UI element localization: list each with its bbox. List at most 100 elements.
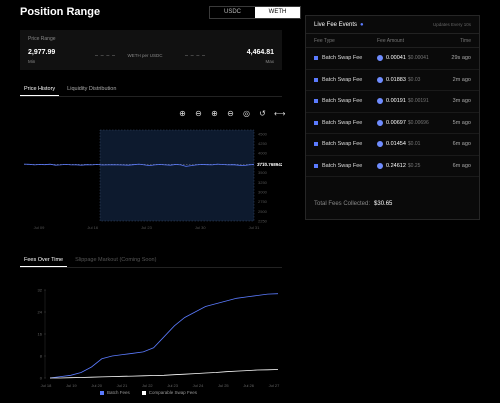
fee-usd: $0.00191 — [407, 98, 429, 105]
y-tick-label: 4500 — [258, 131, 268, 136]
x-tick-label: Jul 22 — [142, 383, 153, 388]
legend-batch-fees: Batch Fees — [100, 390, 130, 395]
fee-type-marker — [314, 120, 318, 125]
fees-tabs: Fees Over Time Slippage Markout (Coming … — [20, 254, 282, 268]
price-range-label: Price Range — [28, 36, 56, 42]
token-coin-icon — [377, 119, 383, 126]
max-label: Max — [265, 59, 274, 64]
fit-icon[interactable]: ⟷ — [274, 109, 286, 118]
fee-row: Batch Swap Fee 0.00697 $0.00696 5m ago — [306, 113, 479, 134]
page-title: Position Range — [20, 6, 101, 18]
x-tick-label: Jul 25 — [218, 383, 229, 388]
y-tick-label: 32 — [38, 288, 43, 293]
x-tick-label: Jul 18 — [41, 383, 52, 388]
price-history-chart[interactable]: 4500 4250 4000 3750 3500 3250 3000 2750 2500 2250… — [20, 126, 282, 231]
x-tick-label: Jul 23 — [167, 383, 178, 388]
total-fees-label: Total Fees Collected: — [314, 201, 371, 207]
col-time: Time — [460, 37, 471, 44]
live-fee-header: Live Fee Events ● Updates Every 10s — [306, 16, 479, 34]
fee-row: Batch Swap Fee 0.24612 $0.25 6m ago — [306, 156, 479, 177]
fee-type-cell: Batch Swap Fee — [314, 163, 377, 169]
y-tick-label: 3250 — [258, 180, 268, 185]
zoom-in-alt-icon[interactable]: ⊕ — [211, 109, 218, 118]
fee-row: Batch Swap Fee 0.00191 $0.00191 3m ago — [306, 91, 479, 113]
x-tick-label: Jul 26 — [243, 383, 254, 388]
update-status: Updates Every 10s — [432, 22, 471, 27]
chart-tabs: Price History Liquidity Distribution — [20, 83, 282, 97]
fee-time: 29s ago — [451, 55, 471, 62]
y-tick-label: 24 — [38, 310, 43, 315]
fee-amount-cell: 0.01454 $0.01 — [377, 141, 449, 148]
fee-usd: $0.25 — [407, 162, 421, 169]
fee-type: Batch Swap Fee — [322, 162, 363, 169]
col-fee-amount: Fee Amount — [377, 37, 404, 44]
zoom-in-icon[interactable]: ⊕ — [179, 109, 186, 118]
x-tick-label: Jul 30 — [195, 225, 206, 230]
fee-amount-cell: 0.00191 $0.00191 — [377, 98, 449, 105]
fee-type: Batch Swap Fee — [322, 55, 363, 62]
fee-amount-cell: 0.00697 $0.00696 — [377, 119, 449, 126]
fee-type-marker — [314, 99, 318, 104]
x-tick-label: Jul 24 — [193, 383, 204, 388]
fee-amount-cell: 0.01883 $0.03 — [377, 76, 449, 83]
fee-type: Batch Swap Fee — [322, 119, 363, 126]
token-coin-icon — [377, 98, 383, 105]
fees-over-time-chart[interactable]: 32 24 16 8 0 Jul 18 Jul 19 Jul 20 Jul 21 Jul 22 Ju… — [20, 284, 282, 389]
token-coin-icon — [377, 141, 383, 148]
y-tick-label: 16 — [38, 332, 43, 337]
x-tick-label: Jul 27 — [269, 383, 280, 388]
y-tick-label: 3500 — [258, 170, 268, 175]
fee-time: 6m ago — [452, 162, 471, 169]
divider — [95, 55, 115, 56]
y-tick-label: 0 — [40, 376, 43, 381]
chart-toolbar: ⊕ ⊖ ⊕ ⊖ ◎ ↺ ⟷ — [178, 109, 286, 118]
tab-fees-over-time[interactable]: Fees Over Time — [20, 254, 68, 267]
fee-type-cell: Batch Swap Fee — [314, 98, 377, 104]
fee-amount: 0.01454 — [386, 141, 406, 148]
x-tick-label: Jul 16 — [87, 225, 98, 230]
token-coin-icon — [377, 55, 383, 62]
divider — [185, 55, 205, 56]
x-tick-label: Jul 23 — [141, 225, 152, 230]
batch-fees-line — [49, 293, 279, 379]
fee-type: Batch Swap Fee — [322, 98, 363, 105]
fee-amount: 0.24612 — [386, 162, 406, 169]
fee-type: Batch Swap Fee — [322, 141, 363, 148]
token-option-weth[interactable]: WETH — [255, 7, 300, 18]
fee-amount: 0.00697 — [386, 119, 406, 126]
token-coin-icon — [377, 162, 383, 169]
chart-legend: Batch Fees Comparable Swap Fees — [100, 390, 197, 395]
tab-slippage-markout: Slippage Markout (Coming Soon) — [75, 257, 157, 263]
legend-batch-fees-label: Batch Fees — [107, 390, 130, 395]
y-tick-label: 4250 — [258, 141, 268, 146]
reset-icon[interactable]: ↺ — [259, 109, 266, 118]
fee-type-cell: Batch Swap Fee — [314, 120, 377, 126]
tab-liquidity-distribution[interactable]: Liquidity Distribution — [67, 86, 117, 92]
target-icon[interactable]: ◎ — [243, 109, 250, 118]
fee-time: 3m ago — [452, 98, 471, 105]
fee-type-cell: Batch Swap Fee — [314, 141, 377, 147]
fee-usd: $0.01 — [407, 141, 421, 148]
min-label: Min — [28, 59, 36, 64]
token-coin-icon — [377, 76, 383, 83]
y-tick-label: 8 — [40, 354, 43, 359]
fee-row: Batch Swap Fee 0.00041 $0.00041 29s ago — [306, 48, 479, 70]
active-range-region — [99, 129, 255, 222]
fee-type-marker — [314, 142, 318, 147]
legend-comparable-fees: Comparable Swap Fees — [141, 390, 197, 395]
fee-table-body: Batch Swap Fee 0.00041 $0.00041 29s ago Batc… — [306, 48, 479, 177]
token-option-usdc[interactable]: USDC — [223, 9, 241, 15]
y-tick-label: 4000 — [258, 151, 268, 156]
fee-time: 6m ago — [452, 141, 471, 148]
fee-amount-cell: 0.00041 $0.00041 — [377, 55, 449, 62]
x-tick-label: Jul 31 — [249, 225, 260, 230]
fee-amount: 0.00041 — [386, 55, 406, 62]
fee-usd: $0.00696 — [407, 119, 429, 126]
fee-type-cell: Batch Swap Fee — [314, 77, 377, 83]
tab-price-history[interactable]: Price History — [20, 83, 60, 96]
zoom-out-icon[interactable]: ⊖ — [195, 109, 202, 118]
price-series-line — [23, 163, 255, 167]
fee-type-marker — [314, 163, 318, 168]
zoom-out-alt-icon[interactable]: ⊖ — [227, 109, 234, 118]
total-fees: Total Fees Collected: $30.65 — [314, 201, 392, 207]
